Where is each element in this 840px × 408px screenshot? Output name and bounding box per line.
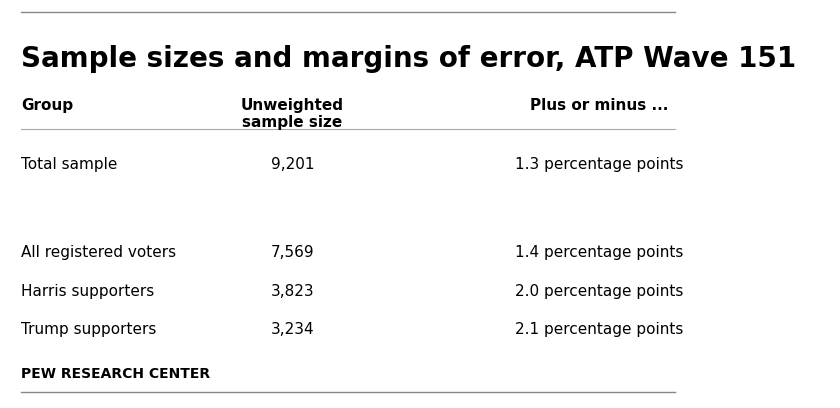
Text: Trump supporters: Trump supporters [21,322,156,337]
Text: Harris supporters: Harris supporters [21,284,155,299]
Text: 2.1 percentage points: 2.1 percentage points [515,322,684,337]
Text: 3,823: 3,823 [270,284,314,299]
Text: 1.3 percentage points: 1.3 percentage points [515,157,684,172]
Text: Unweighted
sample size: Unweighted sample size [241,98,344,130]
Text: 3,234: 3,234 [270,322,314,337]
Text: 2.0 percentage points: 2.0 percentage points [515,284,684,299]
Text: All registered voters: All registered voters [21,245,176,260]
Text: 7,569: 7,569 [270,245,314,260]
Text: 1.4 percentage points: 1.4 percentage points [515,245,684,260]
Text: 9,201: 9,201 [270,157,314,172]
Text: Group: Group [21,98,73,113]
Text: Plus or minus ...: Plus or minus ... [530,98,668,113]
Text: Total sample: Total sample [21,157,118,172]
Text: Sample sizes and margins of error, ATP Wave 151: Sample sizes and margins of error, ATP W… [21,45,796,73]
Text: PEW RESEARCH CENTER: PEW RESEARCH CENTER [21,367,210,381]
